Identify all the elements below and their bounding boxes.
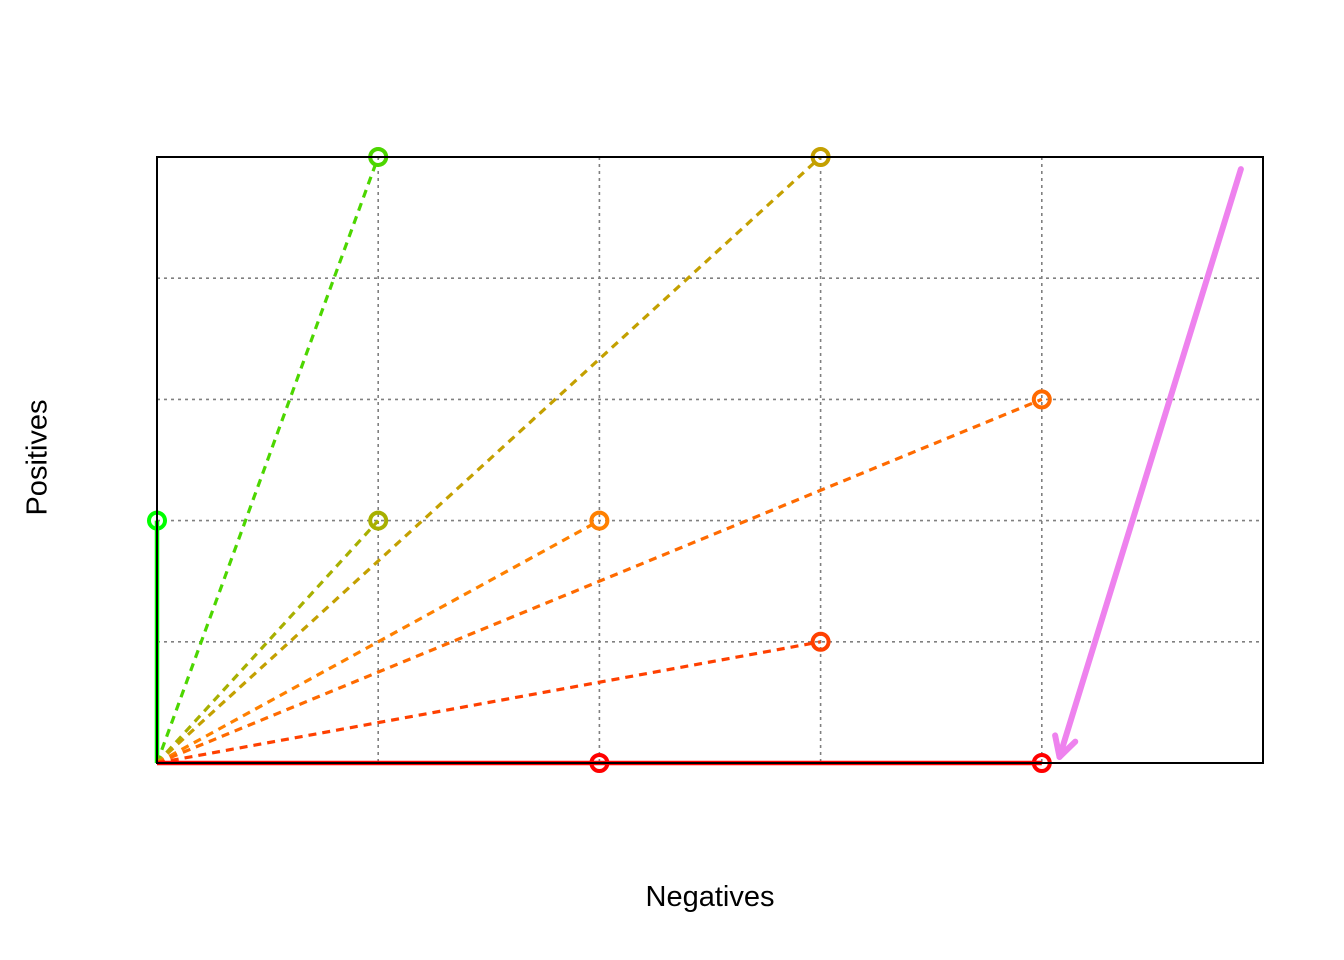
series-line-3	[155, 519, 380, 765]
series-line-7	[156, 640, 821, 765]
y-axis-label: Positives	[21, 399, 54, 516]
series-7-point-2	[810, 631, 831, 652]
series-5-point-2	[589, 510, 610, 531]
series-line-5	[156, 519, 601, 765]
x-axis-label: Negatives	[645, 881, 775, 913]
series-line-6	[156, 397, 1043, 765]
arrow-shaft	[1056, 166, 1244, 760]
plot-frame	[156, 156, 1264, 764]
series-line-2	[155, 156, 380, 764]
series-line-4	[155, 155, 822, 765]
annotations	[1052, 166, 1244, 760]
arrow-head	[1052, 732, 1079, 760]
series-6-point-2	[1031, 389, 1052, 410]
series-3-point-2	[368, 510, 389, 531]
grid-lines	[157, 157, 1263, 763]
